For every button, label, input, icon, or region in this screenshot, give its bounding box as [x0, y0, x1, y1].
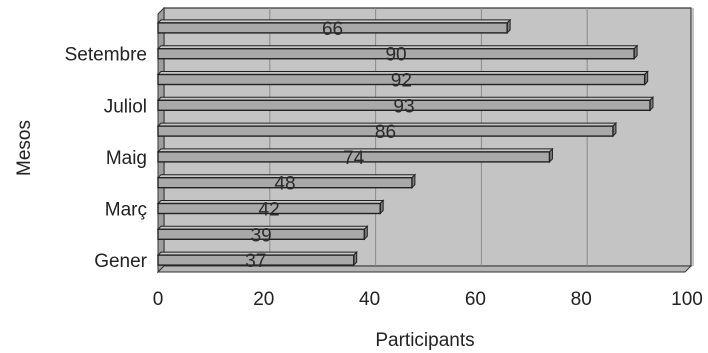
bar-Març: [156, 199, 385, 215]
x-tick-label: 0: [153, 289, 164, 310]
data-label-Abril: 48: [274, 174, 295, 195]
bar-front-face: [157, 125, 614, 137]
y-axis-title: Mesos: [14, 120, 35, 176]
y-tick-label: Setembre: [65, 45, 147, 66]
x-tick-label: 60: [465, 289, 486, 310]
bar-Maig: [156, 147, 554, 164]
y-tick-label: Maig: [106, 148, 147, 169]
plot-floor: [156, 265, 693, 273]
data-label-Gener: 37: [245, 251, 266, 272]
bar-front-face: [157, 48, 635, 60]
y-tick-label: Gener: [94, 251, 147, 272]
bar-front-face: [157, 176, 413, 189]
x-axis-title: Participants: [375, 330, 474, 351]
bar-front-face: [157, 22, 508, 34]
bar-front-face: [157, 99, 651, 112]
bar-front-face: [157, 228, 366, 241]
data-label-Febrer: 39: [251, 225, 272, 246]
bar-Octubre: [156, 18, 512, 35]
bar-Setembre: [156, 44, 639, 60]
bar-Febrer: [156, 225, 369, 241]
bar-front-face: [157, 73, 646, 86]
data-label-Agost: 92: [391, 71, 412, 92]
bar-front-face: [157, 254, 355, 266]
bar-front-face: [157, 202, 381, 215]
bars-group: [156, 18, 655, 267]
bar-Gener: [156, 250, 358, 267]
x-tick-label: 80: [571, 289, 592, 310]
bar-Abril: [156, 173, 417, 189]
x-tick-label: 100: [671, 289, 703, 310]
data-labels: 37 39 42 48 74 86 93 92 90 66: [245, 19, 414, 272]
data-label-Juliol: 93: [393, 96, 414, 117]
bar-Juliol: [156, 96, 655, 112]
y-tick-label: Juliol: [104, 96, 147, 117]
data-label-Octubre: 66: [322, 19, 343, 40]
x-tick-labels: 0 20 40 60 80 100: [153, 289, 703, 310]
x-tick-label: 20: [253, 289, 274, 310]
data-label-Setembre: 90: [385, 45, 406, 66]
data-label-Maig: 74: [343, 148, 365, 169]
data-label-Març: 42: [259, 200, 280, 221]
y-tick-labels: Gener Març Maig Juliol Setembre: [65, 45, 148, 272]
data-label-Juny: 86: [375, 122, 396, 143]
x-tick-label: 40: [359, 289, 380, 310]
bar-front-face: [157, 151, 551, 163]
bar-Juny: [156, 121, 618, 138]
y-tick-label: Març: [105, 200, 147, 221]
bar-Agost: [156, 70, 649, 86]
